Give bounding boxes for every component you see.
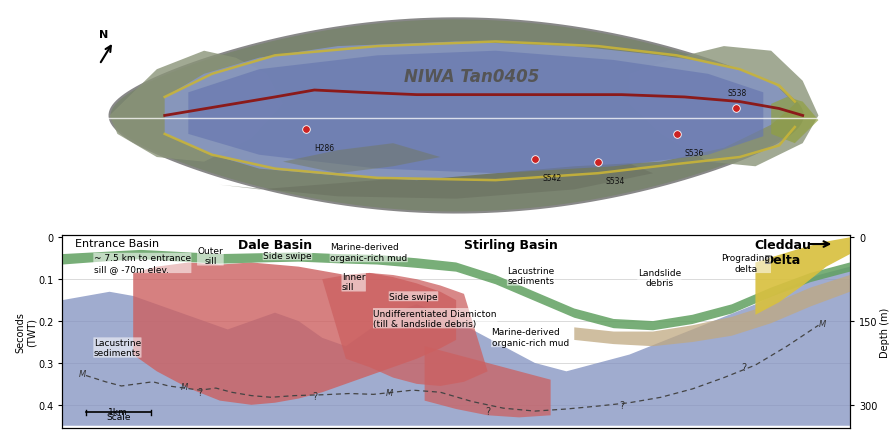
Text: 1km: 1km (109, 407, 128, 416)
Text: Outer
sill: Outer sill (198, 246, 223, 265)
Text: N: N (100, 30, 109, 40)
Polygon shape (109, 19, 803, 213)
Polygon shape (322, 273, 488, 386)
Polygon shape (62, 267, 850, 426)
Text: S534: S534 (606, 176, 625, 185)
Text: ?: ? (619, 400, 624, 410)
Text: S536: S536 (684, 148, 704, 157)
Text: Stirling Basin: Stirling Basin (465, 239, 558, 252)
Text: Lacustrine
sediments: Lacustrine sediments (507, 266, 554, 286)
Text: Entrance Basin: Entrance Basin (76, 239, 159, 249)
Text: ?: ? (198, 387, 203, 397)
Polygon shape (189, 52, 764, 174)
Text: Cleddau
Delta: Cleddau Delta (755, 239, 812, 267)
Text: ?: ? (485, 406, 490, 416)
Text: S538: S538 (728, 89, 747, 98)
Polygon shape (134, 263, 457, 405)
Text: Side swipe: Side swipe (389, 292, 438, 301)
Polygon shape (756, 238, 850, 315)
Text: M: M (78, 369, 85, 378)
Text: Side swipe: Side swipe (263, 251, 312, 260)
Polygon shape (629, 47, 819, 167)
Text: Inner
sill: Inner sill (342, 272, 366, 292)
Text: Scale: Scale (106, 412, 131, 421)
Polygon shape (220, 158, 653, 199)
Text: Dale Basin: Dale Basin (238, 239, 312, 252)
Text: Marine-derived
organic-rich mud: Marine-derived organic-rich mud (330, 243, 408, 262)
Polygon shape (283, 144, 441, 174)
Text: S542: S542 (543, 174, 562, 183)
Text: M: M (385, 388, 392, 397)
Text: NIWA Tan0405: NIWA Tan0405 (404, 68, 539, 86)
Text: M: M (819, 319, 826, 328)
Text: H286: H286 (314, 144, 335, 153)
Text: ~ 7.5 km to entrance
sill @ -70m elev.: ~ 7.5 km to entrance sill @ -70m elev. (93, 254, 191, 273)
Text: Marine-derived
organic-rich mud: Marine-derived organic-rich mud (491, 328, 569, 347)
Text: Landslide
debris: Landslide debris (638, 268, 681, 288)
Text: ?: ? (312, 392, 317, 402)
Polygon shape (109, 52, 283, 162)
Polygon shape (425, 347, 551, 418)
Text: Lacustrine
sediments: Lacustrine sediments (93, 338, 141, 357)
Text: Prograding
delta: Prograding delta (722, 254, 771, 273)
Polygon shape (772, 98, 819, 144)
Text: M: M (181, 382, 188, 391)
Text: Undifferentiated Diamicton
(till & landslide debris): Undifferentiated Diamicton (till & lands… (374, 309, 497, 328)
Polygon shape (165, 43, 795, 181)
Polygon shape (574, 275, 850, 347)
Y-axis label: Depth (m)

Water: Depth (m) Water (880, 307, 890, 357)
Polygon shape (62, 250, 850, 331)
Y-axis label: Seconds
(TWT): Seconds (TWT) (15, 311, 36, 352)
Text: ?: ? (741, 362, 746, 372)
